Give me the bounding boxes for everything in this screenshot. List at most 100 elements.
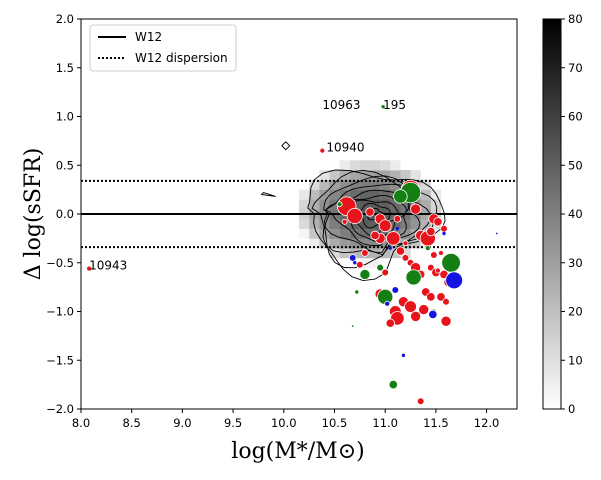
reference-lines [81,179,517,249]
legend: W12 W12 dispersion [89,24,237,72]
density-cell [329,248,340,259]
y-tick-label: 0.0 [56,207,74,221]
density-cell [370,170,381,181]
density-cell [410,238,421,249]
data-points [86,105,498,406]
colorbar-tick-label: 10 [568,353,583,367]
density-cell [329,170,340,181]
colorbar-tick-label: 0 [568,402,575,416]
density-cell [370,238,381,249]
density-cell [319,189,330,200]
density-cell [349,189,360,200]
density-cell [359,228,371,239]
blue-point [395,226,400,231]
x-tick-label: 9.0 [173,416,191,430]
legend-label-w12-dispersion: W12 dispersion [135,51,228,65]
y-tick-label: −1.5 [46,353,74,367]
density-cell [380,238,391,249]
red-point [381,268,389,277]
density-cell [339,179,350,190]
density-cell [370,248,381,259]
green-point [405,269,422,286]
x-axis-title: log(M*/M⊙) [231,439,364,464]
density-cell [359,218,371,229]
red-point [378,219,392,233]
density-cell [309,179,320,190]
density-cell [410,170,421,181]
y-tick-label: −1.0 [46,305,74,319]
density-cell [319,218,330,229]
blue-point [353,261,357,265]
blue-point [442,231,446,236]
x-tick-label: 8.5 [123,416,141,430]
density-cell [390,248,401,259]
green-point [393,189,408,204]
red-point [436,292,446,302]
red-point [430,251,438,259]
density-cell [339,248,350,259]
x-tick-label: 11.5 [423,416,449,430]
density-cell [359,179,371,190]
density-cell [370,257,381,268]
density-cell [349,228,360,239]
density-cell [359,199,371,210]
density-cell [380,160,391,171]
red-point [346,207,363,225]
y-tick-label: 0.5 [56,158,74,172]
green-point [359,268,371,280]
density-cell [299,189,310,200]
x-tick-label: 9.5 [224,416,242,430]
colorbar-ticks: 0 10 20 30 40 50 60 70 80 [561,12,583,416]
density-cell [319,170,330,181]
red-point [416,397,425,406]
density-cell [349,179,360,190]
density-cell [349,248,360,259]
density-cell [430,228,442,239]
density-cell [299,228,310,239]
blue-point [401,353,406,358]
red-point [426,292,436,302]
density-cell [410,218,421,229]
red-point [86,265,93,272]
red-point [442,297,450,306]
density-cell [380,189,391,200]
density-cell [329,228,340,239]
colorbar-tick-label: 50 [568,158,583,172]
density-cell [319,228,330,239]
density-cell [380,199,391,210]
density-cell [309,189,320,200]
density-cell [370,179,381,190]
density-cell [349,238,360,249]
red-point [356,260,364,269]
y-tick-label: 1.5 [56,61,74,75]
density-cell [390,199,401,210]
density-cell [420,218,431,229]
density-cell [370,189,381,200]
colorbar: 0 10 20 30 40 50 60 70 80 [542,12,583,416]
density-cell [329,189,340,200]
annotations: 10963 195 10940 10943 [89,98,406,273]
red-point [410,203,422,215]
density-cell [309,228,320,239]
density-cell [359,238,371,249]
colorbar-tick-label: 40 [568,207,583,221]
green-point [336,201,343,208]
density-cell [380,248,391,259]
red-point [402,240,409,247]
y-axis-ticks: 2.0 1.5 1.0 0.5 0.0 −0.5 −1.0 −1.5 −2.0 [46,12,81,416]
density-cell [299,218,310,229]
annotation-label: 195 [383,98,406,112]
green-point [388,379,398,390]
green-point [441,252,461,273]
red-point [426,226,436,237]
density-cell [299,199,310,210]
blue-point [495,232,498,235]
red-point [385,318,395,328]
red-point [438,250,444,256]
density-cell [339,238,350,249]
density-cell [329,218,340,229]
colorbar-tick-label: 70 [568,61,583,75]
blue-point [391,286,400,294]
y-tick-label: 1.0 [56,110,74,124]
green-point [351,325,354,327]
